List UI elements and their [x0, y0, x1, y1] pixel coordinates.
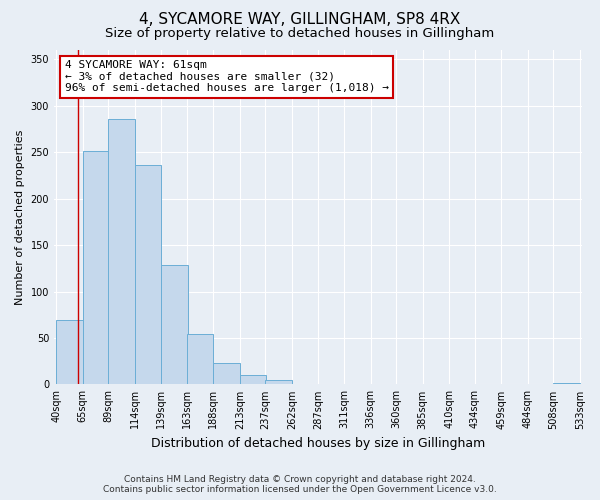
- Text: Size of property relative to detached houses in Gillingham: Size of property relative to detached ho…: [106, 28, 494, 40]
- Bar: [553, 382, 580, 384]
- Bar: [135, 165, 161, 384]
- X-axis label: Distribution of detached houses by size in Gillingham: Distribution of detached houses by size …: [151, 437, 485, 450]
- Bar: [56, 320, 83, 384]
- Text: Contains HM Land Registry data © Crown copyright and database right 2024.
Contai: Contains HM Land Registry data © Crown c…: [103, 474, 497, 494]
- Y-axis label: Number of detached properties: Number of detached properties: [15, 130, 25, 305]
- Bar: [83, 152, 109, 384]
- Bar: [161, 264, 188, 384]
- Bar: [214, 363, 240, 384]
- Text: 4, SYCAMORE WAY, GILLINGHAM, SP8 4RX: 4, SYCAMORE WAY, GILLINGHAM, SP8 4RX: [139, 12, 461, 28]
- Text: 4 SYCAMORE WAY: 61sqm
← 3% of detached houses are smaller (32)
96% of semi-detac: 4 SYCAMORE WAY: 61sqm ← 3% of detached h…: [65, 60, 389, 93]
- Bar: [265, 380, 292, 384]
- Bar: [240, 375, 266, 384]
- Bar: [187, 334, 214, 384]
- Bar: [108, 118, 135, 384]
